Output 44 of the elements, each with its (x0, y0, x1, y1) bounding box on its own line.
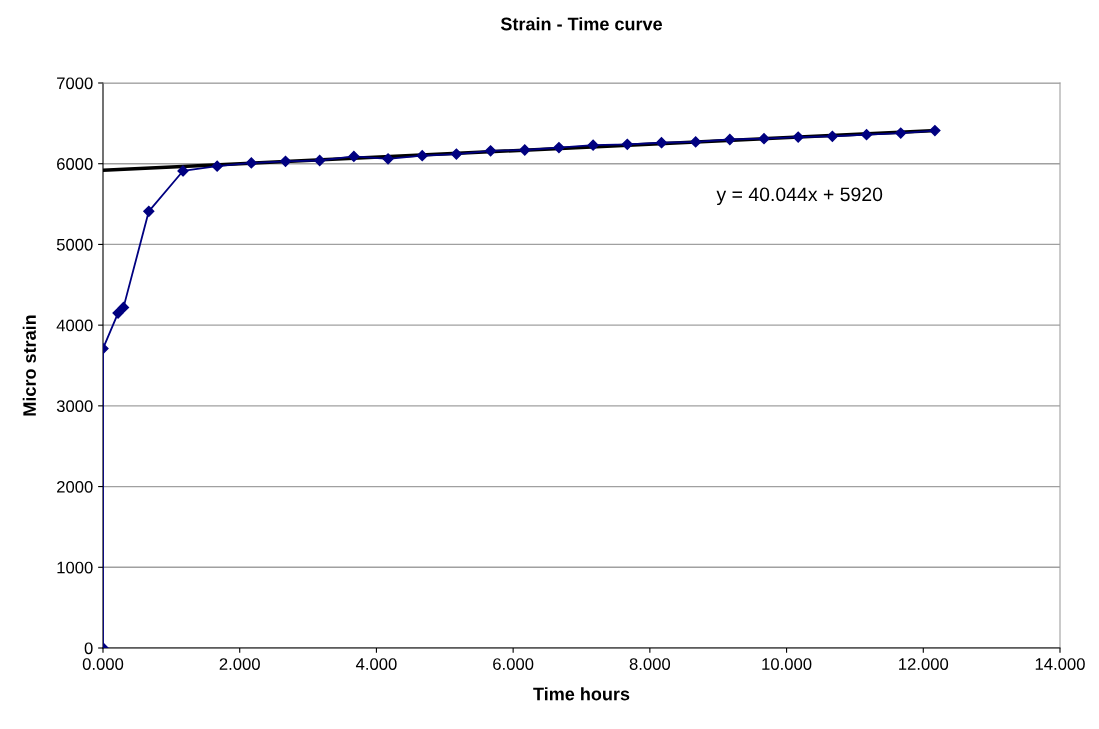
point (758, 133, 770, 145)
x-tick-label: 0.000 (82, 658, 124, 670)
point (895, 127, 907, 139)
x-tick-label: 12.000 (899, 658, 949, 670)
point (484, 145, 497, 157)
y-tick-label: 2000 (57, 480, 93, 493)
point (279, 155, 292, 167)
point (314, 154, 326, 167)
point (655, 137, 668, 149)
chart-title: Strain - Time curve (500, 17, 663, 31)
x-axis-title: Time hours (533, 687, 630, 701)
point (416, 150, 428, 162)
y-tick-label: 0 (84, 642, 93, 655)
point (826, 130, 838, 142)
point (450, 148, 463, 160)
x-tick-label: 6.000 (493, 658, 534, 670)
y-tick-label: 5000 (56, 238, 93, 251)
y-tick-label: 6000 (57, 158, 93, 170)
x-tick-label: 14.000 (1035, 658, 1085, 670)
point (143, 205, 155, 217)
point (792, 131, 804, 143)
y-tick-label: 7000 (57, 77, 93, 90)
point (621, 138, 633, 150)
y-tick-label: 1000 (57, 561, 93, 574)
point (929, 125, 941, 137)
point (519, 144, 531, 156)
point (587, 139, 599, 151)
point (724, 133, 736, 146)
point (860, 129, 873, 141)
annotation: y = 40.044x + 5920 (716, 187, 883, 206)
y-tick-label: 3000 (56, 400, 93, 413)
x-tick-label: 2.000 (219, 658, 260, 670)
point (117, 301, 130, 313)
y-axis-title: Micro strain (22, 315, 36, 416)
y-tick-label: 4000 (56, 319, 93, 332)
point (348, 150, 360, 163)
point (553, 141, 565, 154)
x-tick-label: 8.000 (629, 658, 671, 670)
point (245, 157, 257, 169)
point (211, 160, 223, 172)
point (690, 136, 702, 148)
x-tick-label: 10.000 (762, 658, 812, 670)
x-tick-label: 4.000 (355, 658, 397, 670)
point (382, 153, 394, 165)
